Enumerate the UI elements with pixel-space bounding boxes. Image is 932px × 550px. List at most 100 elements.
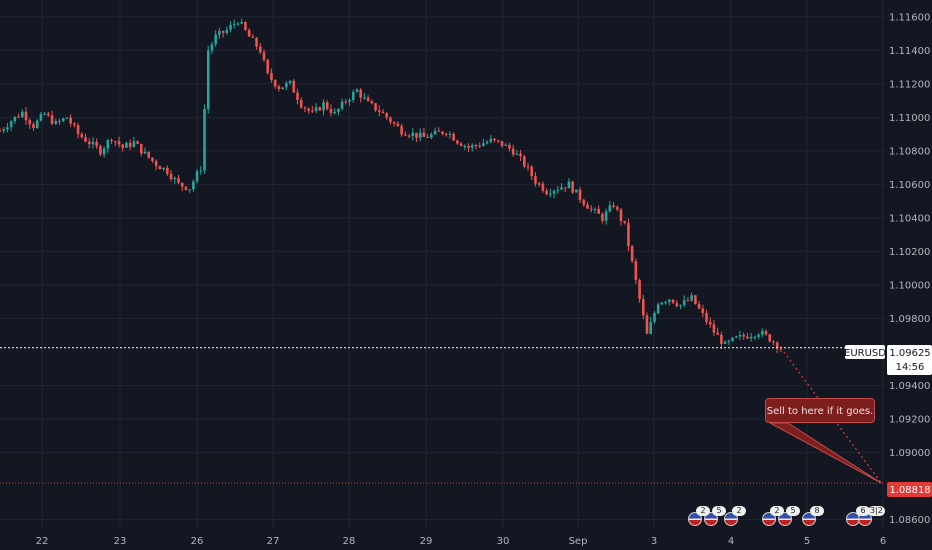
event-group-3[interactable]: 6 3|2: [846, 506, 885, 528]
candle-body: [314, 107, 318, 112]
candle-body: [102, 148, 106, 155]
candle-body: [660, 302, 664, 305]
event-count: 2: [732, 506, 746, 516]
candle-body: [511, 148, 515, 155]
candle-body: [143, 151, 147, 154]
event-count: 3|2: [868, 506, 885, 516]
projection-line: [780, 347, 882, 484]
candle-body: [392, 122, 396, 124]
y-tick-label: 1.11400: [889, 46, 930, 57]
candle-body: [0, 130, 2, 132]
candle-body: [556, 189, 560, 191]
candle-body: [686, 300, 690, 302]
candle-body: [344, 101, 348, 103]
candle-body: [601, 213, 604, 221]
y-tick-label: 1.09000: [889, 448, 930, 459]
candle-body: [374, 103, 377, 111]
candle-body: [578, 189, 582, 200]
target-price-tag[interactable]: 1.08818: [887, 482, 932, 497]
candle-body: [627, 222, 630, 247]
candle-body: [415, 132, 418, 138]
annotation-text: Sell to here if it goes.: [766, 406, 874, 417]
y-tick-label: 1.10800: [889, 146, 930, 157]
symbol-tag-box: [845, 345, 885, 359]
candle-body: [615, 206, 619, 210]
candle-body: [136, 141, 139, 144]
target-price-label: 1.08818: [889, 485, 930, 496]
candle-body: [84, 137, 87, 142]
candle-body: [708, 321, 712, 325]
candle-body: [753, 336, 757, 338]
candle-body: [281, 87, 284, 90]
x-tick-label: 6: [880, 536, 886, 547]
candle-body: [623, 220, 627, 223]
price-axis[interactable]: 1.11600 1.11400 1.11200 1.11000 1.10800 1.106…: [889, 12, 930, 526]
candle-body: [221, 30, 225, 33]
candle-body: [225, 29, 229, 33]
candle-body: [195, 171, 199, 182]
candle-body: [232, 23, 236, 25]
candle-body: [377, 110, 381, 112]
candle-body: [482, 143, 485, 146]
candle-body: [73, 123, 76, 126]
event-count: 5: [786, 506, 800, 516]
candle-body: [738, 334, 742, 337]
y-tick-label: 1.09200: [889, 415, 930, 426]
candle-body: [411, 132, 415, 137]
y-tick-label: 1.08600: [889, 515, 930, 526]
x-tick-label: 4: [728, 536, 734, 547]
candle-body: [158, 166, 162, 170]
candle-body: [563, 187, 567, 189]
candle-body: [649, 321, 653, 334]
candle-body: [396, 123, 400, 127]
candle-body: [184, 186, 188, 190]
candle-body: [407, 135, 411, 137]
candlesticks: [0, 18, 783, 354]
candle-body: [705, 312, 708, 322]
event-group-2[interactable]: 2 5 8: [762, 506, 824, 528]
candle-body: [355, 89, 359, 93]
candle-body: [422, 132, 426, 137]
candle-body: [292, 80, 296, 93]
annotation-callout[interactable]: Sell to here if it goes.: [765, 398, 875, 423]
candle-body: [203, 108, 206, 171]
candle-body: [61, 118, 65, 122]
candle-body: [117, 141, 121, 145]
candle-body: [166, 167, 169, 174]
candle-body: [251, 36, 255, 38]
x-tick-label: 26: [191, 536, 204, 547]
candle-body: [604, 211, 608, 221]
candle-body: [162, 167, 165, 170]
candle-body: [404, 134, 407, 136]
candle-body: [463, 145, 467, 147]
x-tick-label: 22: [36, 536, 49, 547]
event-count: 2: [770, 506, 784, 516]
candle-body: [270, 72, 273, 80]
time-axis[interactable]: 22 23 26 27 28 29 30 Sep 3 4 5 6: [36, 536, 887, 547]
candle-body: [188, 189, 191, 191]
candle-body: [552, 190, 556, 194]
candle-body: [318, 107, 322, 111]
candle-body: [400, 126, 403, 135]
candle-body: [17, 116, 20, 118]
candle-body: [9, 121, 13, 128]
candle-body: [608, 205, 612, 212]
candle-body: [2, 129, 6, 131]
event-group-1[interactable]: 2 5 2: [688, 506, 748, 528]
candle-body: [779, 348, 783, 350]
candle-body: [593, 208, 597, 210]
y-tick-label: 1.09400: [889, 381, 930, 392]
candle-body: [716, 332, 719, 335]
candle-body: [567, 181, 571, 189]
candle-body: [28, 120, 32, 125]
candle-body: [515, 153, 519, 155]
candle-body: [701, 308, 705, 313]
current-price-tag[interactable]: 1.09625 14:56: [887, 345, 932, 375]
candle-body: [671, 299, 675, 304]
candle-body: [656, 304, 660, 314]
candle-body: [151, 157, 154, 162]
candle-body: [366, 97, 370, 102]
symbol-tag[interactable]: EURUSD: [844, 345, 886, 359]
candle-body: [333, 111, 336, 114]
